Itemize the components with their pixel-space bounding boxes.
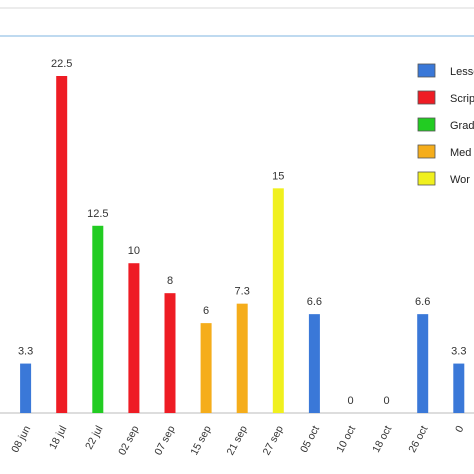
bar-4 (128, 263, 140, 413)
bar-1 (20, 363, 32, 413)
bar-6 (200, 323, 212, 413)
value-label-10: 0 (347, 395, 353, 407)
x-tick-label-9: 05 oct (298, 424, 322, 455)
value-label-12: 6.6 (415, 296, 430, 308)
value-label-2: 22.5 (51, 58, 72, 70)
value-label-1: 3.3 (18, 346, 33, 358)
legend-label-0: Lesso (450, 66, 474, 78)
x-tick-label-4: 02 sep (116, 424, 141, 458)
x-tick-label-5: 07 sep (152, 424, 177, 458)
legend-swatch-0 (417, 63, 436, 78)
x-tick-label-12: 26 oct (406, 424, 430, 455)
x-tick-label-7: 21 sep (224, 424, 249, 458)
value-label-8: 15 (272, 170, 284, 182)
bar-12 (417, 314, 429, 413)
x-tick-label-2: 18 jul (47, 424, 69, 452)
x-tick-label-3: 22 jul (83, 424, 105, 452)
x-tick-label-6: 15 sep (188, 424, 213, 458)
legend-label-2: Grad (450, 120, 474, 132)
value-label-group: 3.3 22.5 12.5 10 8 6 7.3 15 6.6 0 0 6.6 3.3 (18, 58, 466, 407)
legend-swatch-4 (417, 171, 436, 186)
value-label-4: 10 (128, 245, 140, 257)
bar-3 (92, 225, 104, 413)
x-tick-label-10: 10 oct (334, 424, 358, 455)
bar-2 (56, 76, 68, 413)
x-tick-label-8: 27 sep (261, 424, 286, 458)
legend-swatch-3 (417, 144, 436, 159)
bar-9 (308, 314, 320, 413)
legend-swatch-2 (417, 117, 436, 132)
bar-8 (272, 188, 284, 413)
x-tick-label-1: 08 jun (9, 424, 33, 455)
legend: Lesso Scrip Grad Med Wor (417, 63, 474, 186)
bar-7 (236, 303, 248, 413)
bar-5 (164, 293, 176, 413)
value-label-9: 6.6 (307, 296, 322, 308)
value-label-11: 0 (384, 395, 390, 407)
legend-swatch-1 (417, 90, 436, 105)
value-label-13: 3.3 (451, 346, 466, 358)
legend-label-3: Med (450, 147, 471, 159)
value-label-3: 12.5 (87, 208, 108, 220)
bar-13 (453, 363, 465, 413)
legend-label-1: Scrip (450, 93, 474, 105)
value-label-7: 7.3 (235, 286, 250, 298)
value-label-5: 8 (167, 275, 173, 287)
x-tick-label-11: 18 oct (370, 424, 394, 455)
value-label-6: 6 (203, 305, 209, 317)
bar-group (20, 76, 465, 413)
legend-label-4: Wor (450, 174, 470, 186)
x-tick-label-13: 0 (453, 424, 466, 435)
